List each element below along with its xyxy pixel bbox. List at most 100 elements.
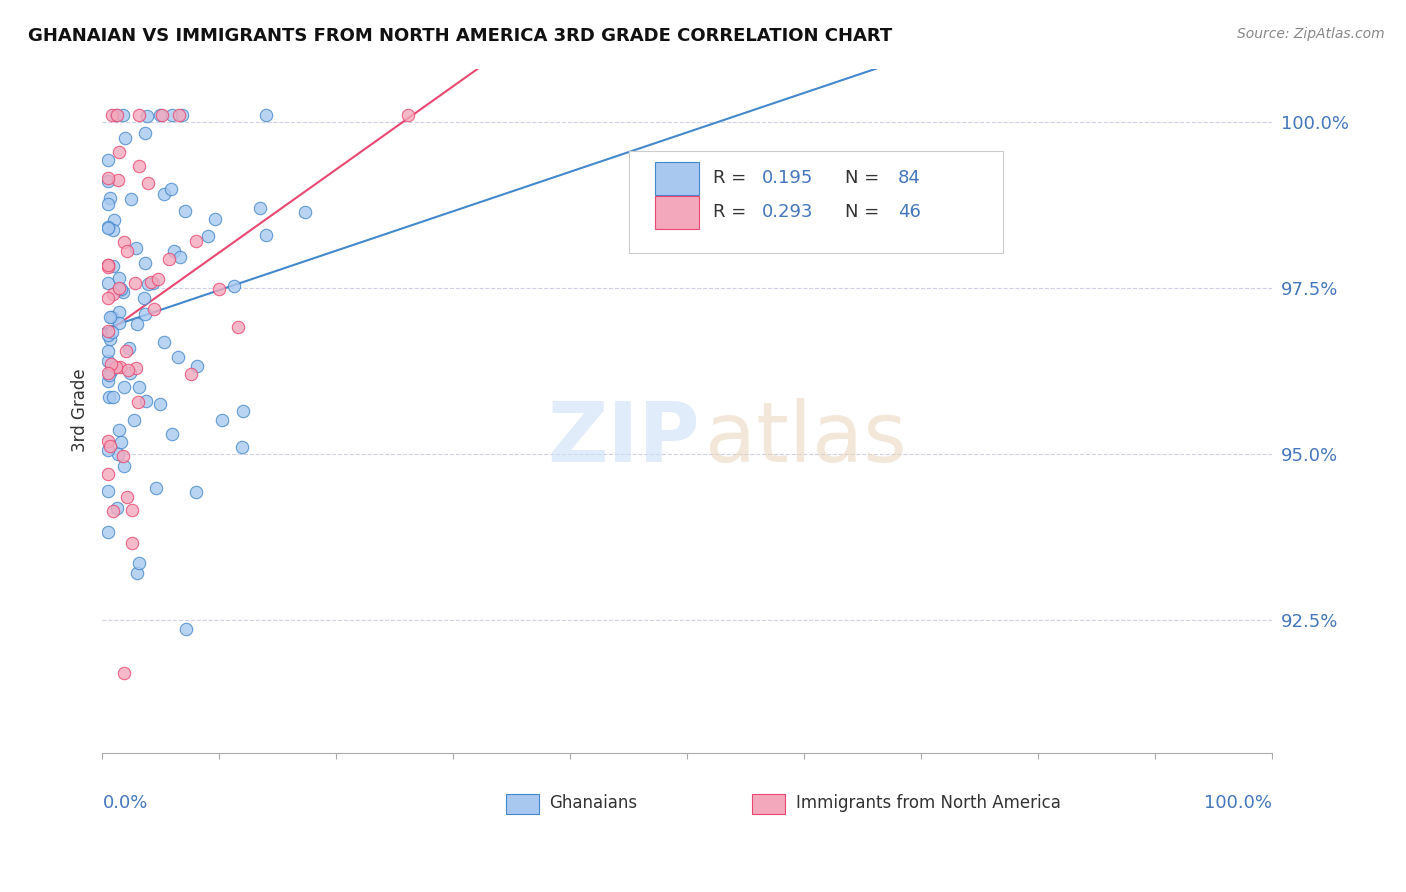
- Point: [97, 174, 120, 188]
- Point: [121, 535, 143, 549]
- Point: [136, 176, 159, 190]
- Point: [104, 360, 127, 375]
- Point: [121, 503, 143, 517]
- Point: [163, 244, 186, 258]
- Point: [128, 159, 150, 173]
- Text: 100.0%: 100.0%: [1205, 794, 1272, 812]
- Text: 0.195: 0.195: [762, 169, 814, 187]
- Point: [97, 258, 120, 272]
- Point: [101, 325, 124, 339]
- Text: N =: N =: [845, 169, 886, 187]
- Point: [197, 228, 219, 243]
- Point: [162, 108, 184, 122]
- Point: [114, 344, 136, 359]
- Point: [108, 317, 131, 331]
- Point: [97, 375, 120, 389]
- Point: [174, 622, 197, 636]
- Point: [108, 145, 131, 160]
- Point: [153, 186, 176, 201]
- Point: [97, 258, 120, 272]
- Text: atlas: atlas: [704, 398, 907, 478]
- Point: [149, 108, 172, 122]
- Point: [208, 282, 231, 296]
- Text: 0.293: 0.293: [762, 203, 814, 221]
- Point: [97, 344, 120, 359]
- Point: [97, 292, 120, 306]
- Point: [97, 153, 120, 167]
- Point: [97, 260, 120, 275]
- Point: [107, 271, 129, 285]
- Point: [100, 191, 122, 205]
- Point: [97, 277, 120, 291]
- Point: [134, 126, 156, 140]
- Point: [112, 380, 135, 394]
- Point: [97, 220, 120, 235]
- Point: [97, 525, 120, 540]
- Text: R =: R =: [713, 169, 752, 187]
- Point: [254, 108, 277, 122]
- Point: [112, 235, 135, 249]
- Point: [127, 395, 149, 409]
- Point: [254, 228, 277, 243]
- Point: [98, 390, 121, 404]
- Point: [97, 324, 120, 338]
- Text: N =: N =: [845, 203, 886, 221]
- Point: [128, 108, 150, 122]
- Point: [125, 361, 148, 376]
- Point: [174, 204, 197, 219]
- Point: [97, 434, 120, 449]
- Point: [127, 566, 149, 581]
- Point: [97, 171, 120, 186]
- Point: [169, 250, 191, 264]
- Point: [115, 244, 138, 258]
- Point: [157, 252, 180, 266]
- Point: [125, 241, 148, 255]
- Point: [149, 397, 172, 411]
- Text: GHANAIAN VS IMMIGRANTS FROM NORTH AMERICA 3RD GRADE CORRELATION CHART: GHANAIAN VS IMMIGRANTS FROM NORTH AMERIC…: [28, 27, 893, 45]
- Text: 0.0%: 0.0%: [103, 794, 148, 812]
- Point: [118, 341, 141, 355]
- Point: [124, 277, 146, 291]
- Point: [211, 413, 233, 427]
- Point: [184, 484, 207, 499]
- Point: [97, 328, 120, 343]
- Point: [128, 556, 150, 570]
- FancyBboxPatch shape: [655, 196, 699, 229]
- Point: [142, 301, 165, 316]
- Point: [110, 434, 132, 449]
- Point: [167, 350, 190, 364]
- Point: [124, 413, 146, 427]
- Text: Ghanaians: Ghanaians: [550, 795, 637, 813]
- Point: [160, 182, 183, 196]
- Point: [108, 305, 131, 319]
- Point: [108, 283, 131, 297]
- Point: [108, 280, 131, 294]
- Point: [112, 285, 135, 300]
- Point: [97, 483, 120, 498]
- Point: [108, 359, 131, 374]
- FancyBboxPatch shape: [752, 794, 785, 814]
- Point: [232, 404, 254, 418]
- Text: 46: 46: [898, 203, 921, 221]
- Point: [101, 287, 124, 301]
- Point: [105, 501, 128, 516]
- Point: [294, 205, 316, 219]
- Point: [112, 449, 135, 463]
- FancyBboxPatch shape: [655, 162, 699, 195]
- Text: R =: R =: [713, 203, 752, 221]
- Y-axis label: 3rd Grade: 3rd Grade: [72, 368, 89, 452]
- Text: Source: ZipAtlas.com: Source: ZipAtlas.com: [1237, 27, 1385, 41]
- Point: [103, 213, 125, 227]
- Point: [145, 481, 167, 495]
- Point: [112, 458, 135, 473]
- Point: [231, 440, 253, 454]
- Point: [136, 277, 159, 292]
- Point: [98, 310, 121, 324]
- Point: [180, 367, 202, 381]
- Point: [135, 393, 157, 408]
- Point: [101, 390, 124, 404]
- Point: [103, 504, 125, 518]
- Point: [100, 357, 122, 371]
- Point: [105, 108, 128, 122]
- Point: [128, 380, 150, 394]
